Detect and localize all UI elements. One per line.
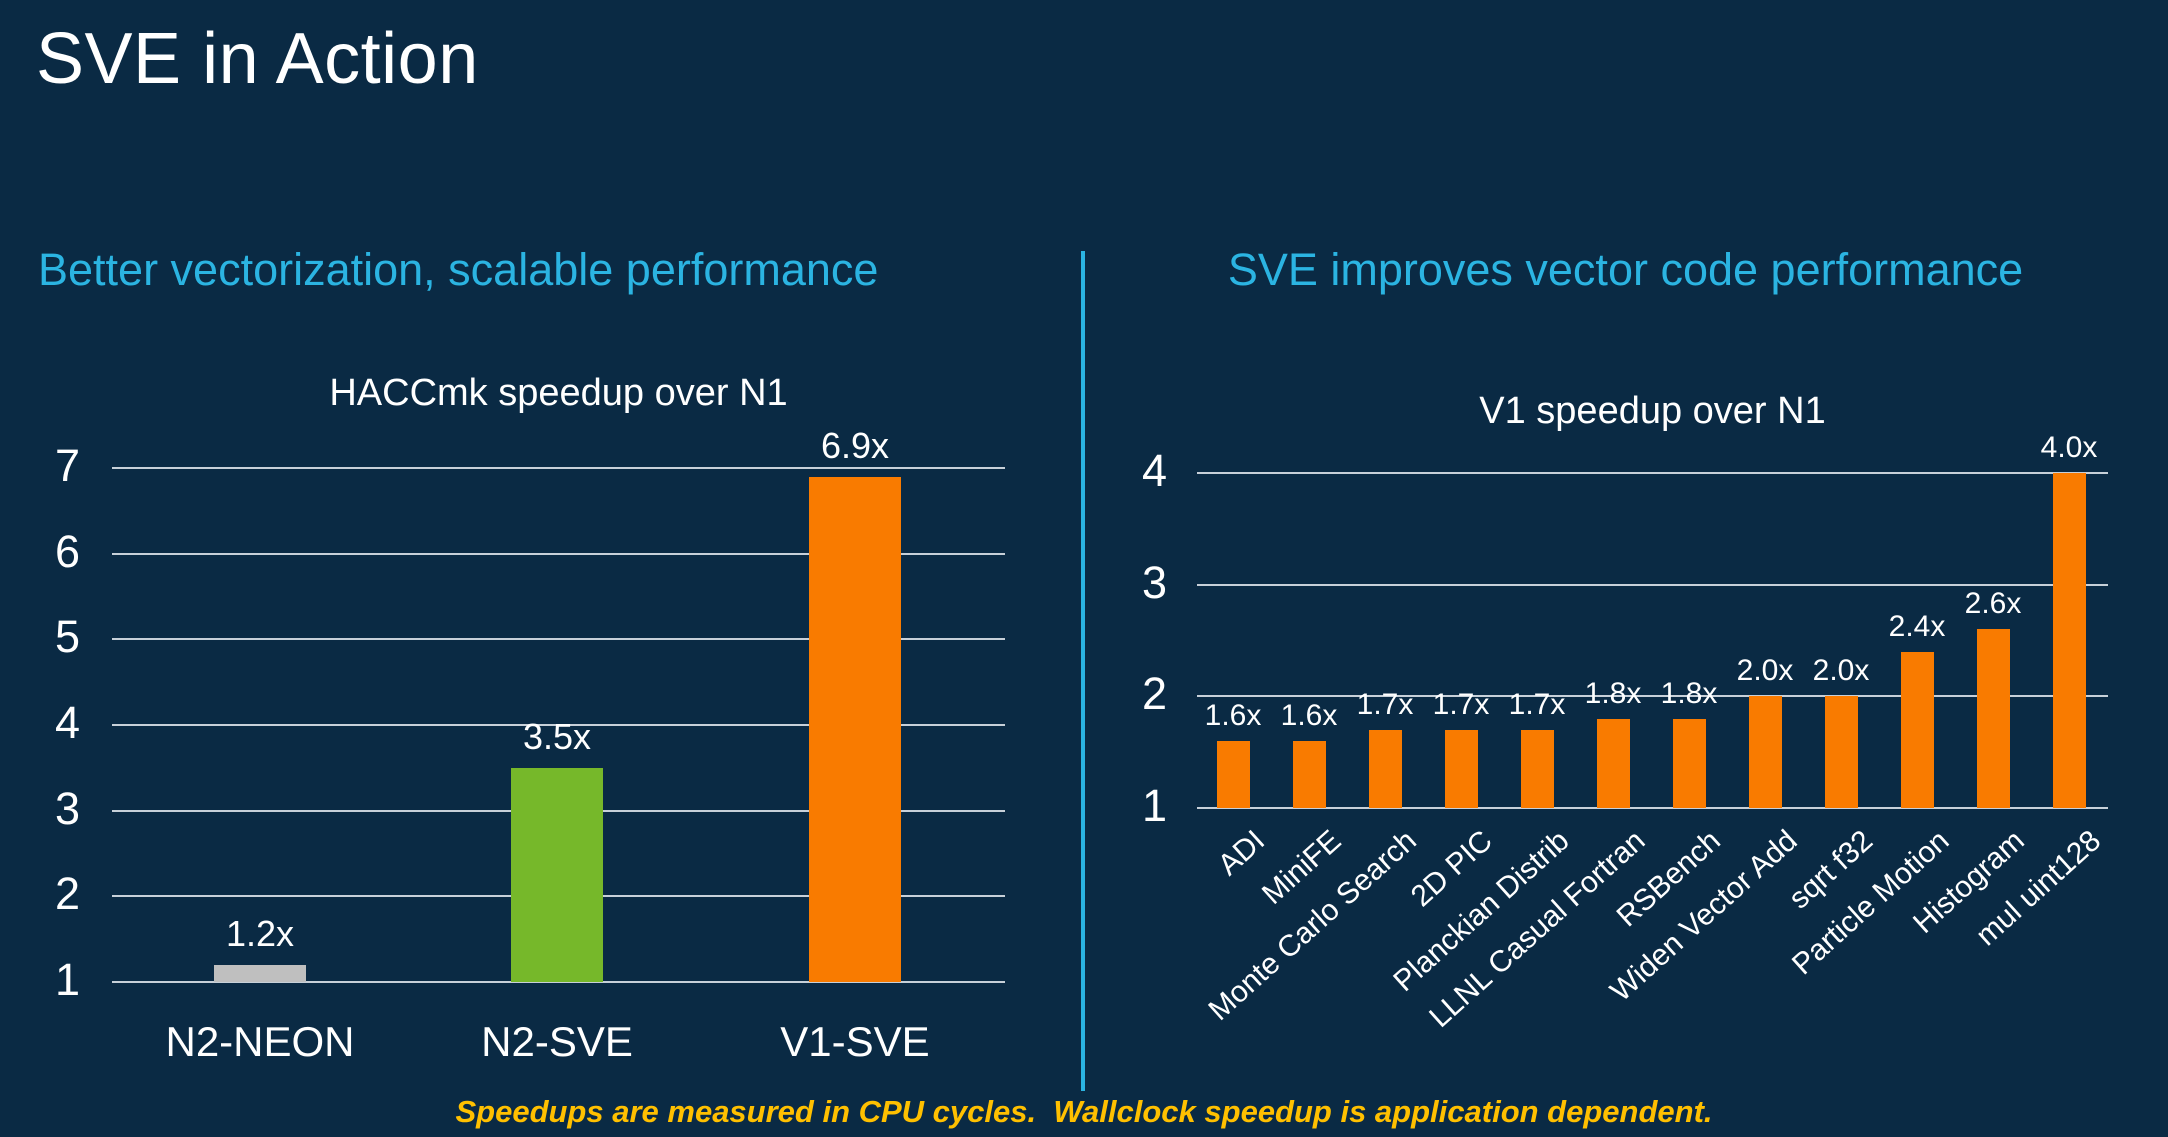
category-label: ADI: [1211, 824, 1272, 882]
bar-value-label: 6.9x: [820, 424, 890, 466]
bar-value-label: 2.4x: [1888, 609, 1946, 643]
bar-n2-neon: [214, 964, 306, 982]
bar-value-label: 2.0x: [1812, 654, 1870, 688]
category-label: N2-NEON: [165, 1018, 355, 1065]
gridline: [112, 981, 1005, 983]
bar-value-label: 1.8x: [1660, 676, 1718, 710]
bar-value-label: 1.8x: [1584, 676, 1642, 710]
bar-value-label: 1.7x: [1432, 687, 1490, 721]
y-axis-tick-label: 4: [1141, 445, 1167, 497]
left-panel-heading: Better vectorization, scalable performan…: [38, 244, 879, 295]
y-axis-tick-label: 7: [54, 440, 80, 492]
gridline: [112, 467, 1005, 469]
bar-value-label: 2.6x: [1964, 587, 2022, 621]
bar-value-label: 1.7x: [1356, 687, 1414, 721]
footnote: Speedups are measured in CPU cycles. Wal…: [455, 1094, 1713, 1129]
y-axis-tick-label: 1: [1141, 780, 1167, 832]
gridline: [1197, 807, 2108, 809]
bar-v1-sve: [809, 476, 901, 982]
bar-minife: [1292, 741, 1326, 808]
y-axis-tick-label: 6: [54, 525, 80, 577]
gridline: [112, 724, 1005, 726]
bar-particle-motion: [1900, 651, 1934, 808]
bar-2d-pic: [1444, 729, 1478, 808]
bar-value-label: 1.2x: [225, 912, 295, 954]
bar-value-label: 1.6x: [1280, 699, 1338, 732]
bar-value-label: 2.0x: [1736, 654, 1794, 688]
bar-monte-carlo-search: [1368, 729, 1402, 808]
y-axis-tick-label: 3: [1141, 556, 1167, 608]
right-panel-heading: SVE improves vector code performance: [1227, 244, 2024, 295]
bar-llnl-casual-fortran: [1596, 718, 1630, 808]
bar-planckian-distrib: [1520, 729, 1554, 808]
gridline: [112, 638, 1005, 641]
bar-value-label: 1.7x: [1508, 687, 1566, 721]
bar-adi: [1216, 741, 1250, 808]
y-axis-tick-label: 4: [54, 697, 80, 749]
bar-n2-sve: [511, 767, 603, 982]
slide-title: SVE in Action: [36, 19, 479, 99]
right-chart-title: V1 speedup over N1: [1479, 390, 1826, 432]
bar-widen-vector-add: [1748, 696, 1782, 808]
gridline: [1197, 472, 2108, 474]
bar-mul-uint128: [2052, 473, 2086, 808]
panel-divider: [1081, 251, 1085, 1091]
y-axis-tick-label: 2: [54, 868, 80, 920]
gridline: [1197, 695, 2108, 698]
bar-histogram: [1976, 629, 2010, 808]
category-label: N2-SVE: [481, 1018, 633, 1065]
left-chart-title: HACCmk speedup over N1: [329, 372, 788, 414]
bar-sqrt-f32: [1824, 696, 1858, 808]
gridline: [1197, 583, 2108, 586]
bar-value-label: 1.6x: [1204, 699, 1262, 732]
category-label: V1-SVE: [780, 1018, 930, 1065]
y-axis-tick-label: 2: [1141, 668, 1167, 720]
bar-value-label: 3.5x: [522, 715, 592, 757]
bar-value-label: 4.0x: [2040, 431, 2098, 464]
y-axis-tick-label: 1: [54, 954, 80, 1006]
y-axis-tick-label: 3: [54, 782, 80, 834]
gridline: [112, 552, 1005, 555]
bar-rsbench: [1672, 718, 1706, 808]
y-axis-tick-label: 5: [54, 611, 80, 663]
